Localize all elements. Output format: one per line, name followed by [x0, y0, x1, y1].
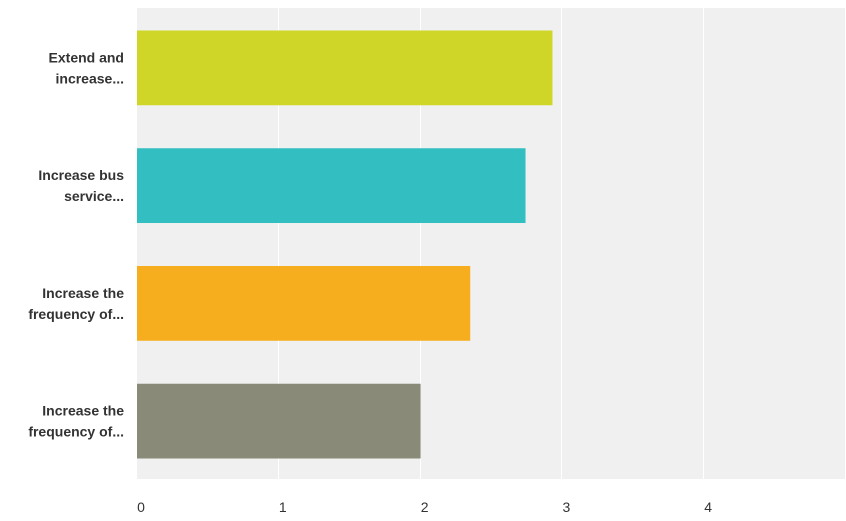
category-label-3: Increase the frequency of...: [28, 285, 124, 322]
x-tick-label-4: 4: [704, 499, 712, 515]
bar-3: [137, 265, 471, 341]
category-label-line: increase...: [56, 70, 125, 86]
category-label-1: Extend and increase...: [49, 49, 124, 86]
category-label-line: Increase the: [42, 285, 124, 301]
category-label-2: Increase bus service...: [38, 167, 124, 204]
x-tick-label-2: 2: [421, 499, 429, 515]
category-label-line: Extend and: [49, 49, 124, 65]
bars: [137, 30, 553, 459]
bar-1: [137, 30, 553, 106]
x-tick-label-1: 1: [279, 499, 287, 515]
category-label-4: Increase the frequency of...: [28, 403, 124, 440]
category-label-line: frequency of...: [28, 306, 124, 322]
category-label-line: service...: [64, 188, 124, 204]
category-label-line: Increase the: [42, 403, 124, 419]
category-label-line: frequency of...: [28, 424, 124, 440]
x-tick-label-0: 0: [137, 499, 145, 515]
x-tick-label-3: 3: [563, 499, 571, 515]
bar-2: [137, 148, 526, 224]
category-label-line: Increase bus: [38, 167, 124, 183]
bar-4: [137, 383, 421, 459]
x-axis-ticks: 012345: [137, 499, 712, 515]
category-labels: Extend and increase... Increase bus service…: [28, 49, 124, 439]
